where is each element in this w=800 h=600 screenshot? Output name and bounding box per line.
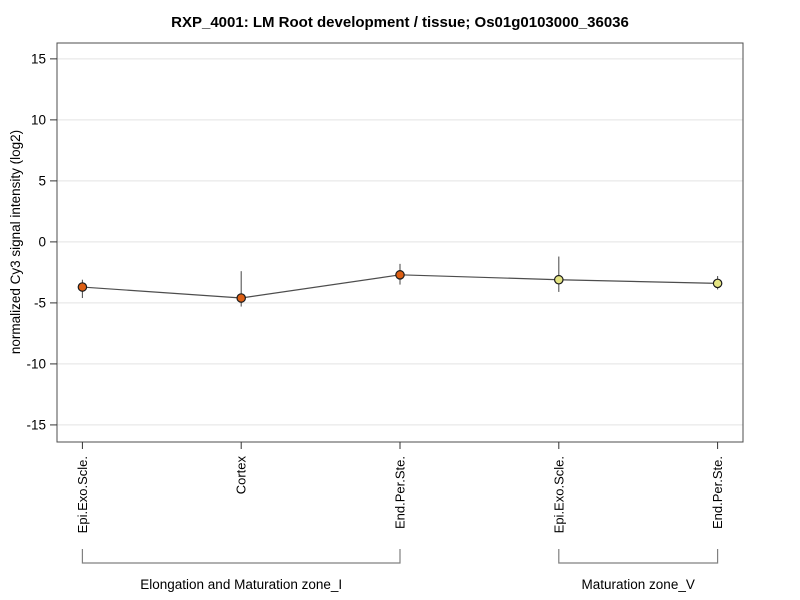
group-label: Maturation zone_V xyxy=(582,577,695,592)
y-tick-label: -5 xyxy=(34,295,46,310)
y-tick-label: -10 xyxy=(26,356,46,371)
group-label: Elongation and Maturation zone_I xyxy=(140,577,342,592)
data-point xyxy=(236,293,247,303)
axis-layer: 15 10 5 0 -5 -10 -15 Epi.Exo.Scle. Cortex End.Per… xyxy=(26,51,725,533)
group-bracket xyxy=(81,549,401,564)
plot-border xyxy=(56,42,744,443)
x-category-label: Epi.Exo.Scle. xyxy=(75,456,90,533)
y-tick-label: 15 xyxy=(31,51,46,66)
data-point xyxy=(553,274,564,285)
chart-title: RXP_4001: LM Root development / tissue; … xyxy=(171,14,629,31)
data-point xyxy=(395,270,405,280)
y-tick-label: 0 xyxy=(38,234,46,249)
x-category-label: Cortex xyxy=(234,456,249,495)
grid-layer xyxy=(57,58,743,426)
data-point xyxy=(712,278,723,289)
group-bracket xyxy=(558,549,719,564)
data-point xyxy=(77,282,88,292)
data-series-layer xyxy=(77,256,723,307)
y-tick-label: -15 xyxy=(26,417,46,432)
y-axis-title: normalized Cy3 signal intensity (log2) xyxy=(8,130,23,354)
group-annotation-layer: Elongation and Maturation zone_I Maturati… xyxy=(81,549,719,592)
x-category-label: End.Per.Ste. xyxy=(393,456,408,529)
x-category-label: End.Per.Ste. xyxy=(710,456,725,529)
x-category-label: Epi.Exo.Scle. xyxy=(551,456,566,533)
y-tick-label: 5 xyxy=(38,173,46,188)
y-tick-label: 10 xyxy=(31,112,46,127)
